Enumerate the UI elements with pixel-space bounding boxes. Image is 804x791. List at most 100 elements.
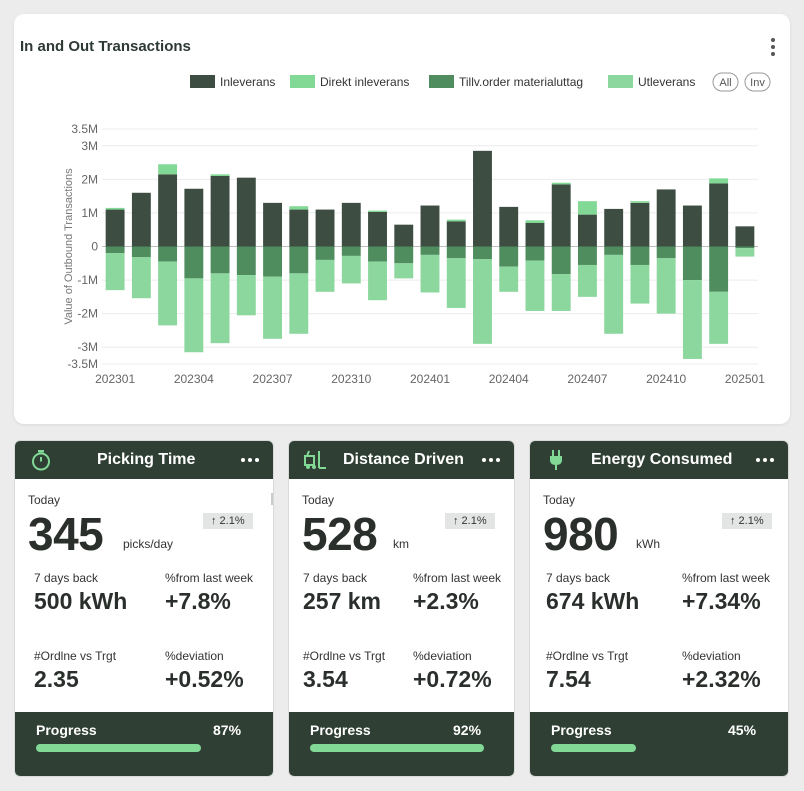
chart-menu-icon[interactable] (770, 38, 776, 56)
ordline-vs-target-value: 2.35 (34, 666, 79, 692)
progress-percent: 87% (213, 722, 242, 738)
bar-inleverans (709, 183, 729, 247)
kpi-header: Energy Consumed (530, 441, 788, 479)
bar-inleverans (656, 189, 676, 247)
today-label: Today (302, 493, 335, 507)
x-tick-label: 202407 (567, 372, 607, 386)
bar-tillv-order-materialuttag (656, 246, 676, 259)
y-axis-title: Value of Outbound Transactions (63, 168, 75, 325)
progress-section: Progress 92% (289, 712, 514, 776)
legend-label: Tillv.order materialuttag (459, 75, 583, 89)
deviation-value: +0.72% (413, 666, 492, 692)
x-tick-label: 202310 (331, 372, 371, 386)
bar-utleverans (315, 259, 335, 292)
y-tick-label: -1M (77, 273, 98, 287)
today-label: Today (543, 493, 576, 507)
kpi-title: Energy Consumed (591, 451, 733, 468)
bar-tillv-order-materialuttag (158, 246, 178, 262)
legend-toggle-label: Inv (750, 77, 765, 89)
from-last-week-value: +2.3% (413, 588, 479, 614)
bar-tillv-order-materialuttag (394, 246, 414, 264)
x-tick-label: 202307 (253, 372, 293, 386)
bar-direkt-inleverans (368, 210, 387, 212)
progress-bar (551, 744, 788, 752)
bar-utleverans (263, 276, 283, 339)
transactions-chart-card: In and Out Transactions 3.5M 3M 2M 1M 0 -1M -2… (14, 14, 790, 424)
bar-inleverans (341, 202, 361, 247)
from-last-week-value: +7.8% (165, 588, 231, 614)
more-options-icon[interactable] (482, 458, 500, 462)
from-last-week-label: %from last week (413, 571, 502, 585)
bar-inleverans (446, 221, 466, 247)
bar-inleverans (184, 188, 204, 247)
bar-tillv-order-materialuttag (682, 246, 702, 281)
progress-percent: 92% (453, 722, 482, 738)
bar-tillv-order-materialuttag (499, 246, 519, 267)
bar-inleverans (289, 209, 309, 247)
bar-tillv-order-materialuttag (630, 246, 650, 265)
bar-direkt-inleverans (210, 174, 230, 176)
kpi-header: Picking Time (15, 441, 273, 479)
bar-inleverans (473, 150, 492, 247)
bar-direkt-inleverans (446, 219, 466, 222)
bar-inleverans (394, 224, 414, 247)
legend-toggle-inv-button[interactable] (744, 72, 771, 92)
ordline-vs-target-label: #Ordlne vs Trgt (303, 649, 386, 663)
bar-direkt-inleverans (289, 206, 309, 210)
bar-tillv-order-materialuttag (131, 246, 151, 258)
today-label: Today (28, 493, 61, 507)
deviation-value: +2.32% (682, 666, 761, 692)
bar-inleverans (131, 192, 151, 247)
bar-direkt-inleverans (709, 178, 729, 184)
forklift-icon (304, 450, 326, 469)
legend-swatch (608, 75, 633, 88)
bar-utleverans (420, 254, 440, 293)
today-value: 345 (28, 508, 104, 560)
x-tick-label: 202410 (646, 372, 686, 386)
bar-direkt-inleverans (551, 182, 571, 185)
bar-direkt-inleverans (577, 201, 597, 215)
bar-inleverans (105, 209, 125, 247)
transactions-chart: 3.5M 3M 2M 1M 0 -1M -2M -3M -3.5M Value of Outbou… (63, 72, 771, 386)
legend-toggle-all-button[interactable] (712, 72, 739, 92)
deviation-label: %deviation (682, 649, 741, 663)
bar-utleverans (184, 278, 204, 353)
bar-inleverans (210, 176, 230, 247)
more-options-icon[interactable] (756, 458, 774, 462)
card-edge (271, 493, 273, 505)
ordline-vs-target-label: #Ordlne vs Trgt (34, 649, 117, 663)
bar-utleverans (604, 254, 624, 334)
more-options-icon[interactable] (241, 458, 259, 462)
trend-badge: ↑ 2.1% (445, 513, 495, 529)
bar-tillv-order-materialuttag (315, 246, 335, 260)
bar-utleverans (105, 253, 125, 291)
today-unit: km (393, 537, 409, 551)
legend-label: Direkt inleverans (320, 75, 409, 89)
bar-inleverans (315, 209, 335, 247)
kpi-header: Distance Driven (289, 441, 514, 479)
bar-utleverans (709, 291, 729, 344)
bar-tillv-order-materialuttag (420, 246, 440, 255)
bar-tillv-order-materialuttag (289, 246, 309, 274)
bar-inleverans (630, 202, 650, 247)
bar-tillv-order-materialuttag (735, 246, 755, 249)
bar-tillv-order-materialuttag (105, 246, 125, 254)
ordline-vs-target-value: 3.54 (303, 666, 348, 692)
progress-bar-fill (310, 744, 484, 752)
progress-bar-fill (551, 744, 636, 752)
today-value: 528 (302, 508, 378, 560)
bar-utleverans (682, 280, 702, 359)
bar-utleverans (630, 264, 650, 304)
bar-tillv-order-materialuttag (525, 246, 545, 261)
from-last-week-label: %from last week (682, 571, 771, 585)
bar-direkt-inleverans (158, 164, 178, 175)
x-tick-label: 202301 (95, 372, 135, 386)
x-tick-label: 202404 (489, 372, 529, 386)
bar-utleverans (236, 275, 256, 316)
bar-utleverans (289, 273, 309, 334)
bar-inleverans (236, 177, 256, 247)
bar-utleverans (368, 261, 387, 301)
bar-utleverans (446, 258, 466, 308)
trend-badge: ↑ 2.1% (203, 513, 253, 529)
ordline-vs-target-label: #Ordlne vs Trgt (546, 649, 629, 663)
